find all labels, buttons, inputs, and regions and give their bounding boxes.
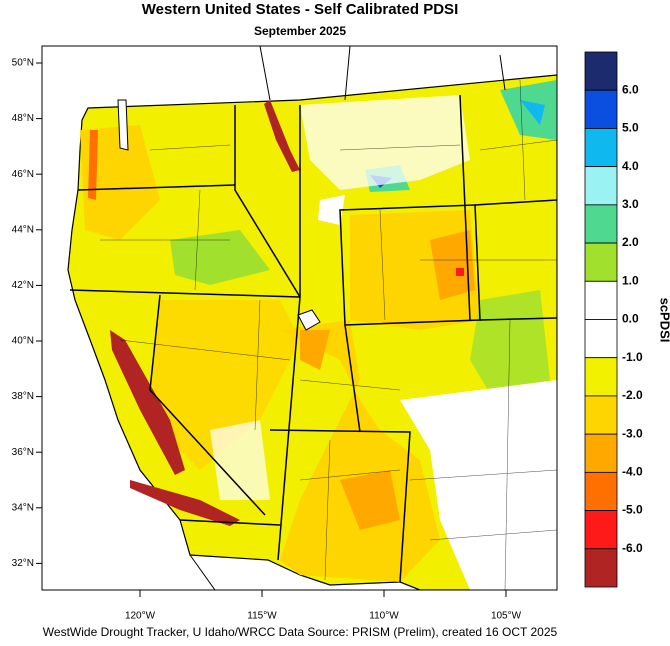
colorbar-label: 2.0 bbox=[622, 235, 639, 249]
map bbox=[42, 46, 557, 590]
title: Western United States - Self Calibrated … bbox=[142, 1, 458, 18]
lat-label: 34°N bbox=[12, 502, 34, 513]
colorbar-label: 4.0 bbox=[622, 159, 639, 173]
lat-label: 36°N bbox=[12, 447, 34, 458]
subtitle: September 2025 bbox=[254, 24, 346, 38]
colorbar-swatch bbox=[584, 395, 618, 435]
colorbar-label: -1.0 bbox=[622, 350, 643, 364]
map-frame bbox=[41, 45, 558, 591]
colorbar-label: -6.0 bbox=[622, 541, 643, 555]
colorbar-swatch bbox=[584, 204, 618, 244]
colorbar-label: -4.0 bbox=[622, 465, 643, 479]
colorbar-swatch bbox=[584, 280, 618, 320]
colorbar-label: -2.0 bbox=[622, 388, 643, 402]
lon-label: 110°W bbox=[369, 611, 399, 622]
colorbar-title: scPDSI bbox=[658, 298, 670, 343]
colorbar-label: 0.0 bbox=[622, 312, 639, 326]
colorbar-label: 5.0 bbox=[622, 121, 639, 135]
colorbar: 6.0 5.0 4.0 3.0 2.0 1.0 0.0 -1.0 -2.0 -3.0 -4.0 -5.… bbox=[584, 51, 643, 588]
lat-label: 46°N bbox=[12, 169, 34, 180]
footer: WestWide Drought Tracker, U Idaho/WRCC D… bbox=[43, 625, 558, 639]
colorbar-label: 1.0 bbox=[622, 273, 639, 287]
colorbar-swatch bbox=[584, 166, 618, 206]
colorbar-swatch bbox=[584, 89, 618, 129]
lat-label: 38°N bbox=[12, 391, 34, 402]
colorbar-swatch bbox=[584, 128, 618, 168]
lat-axis: 50°N 48°N 46°N 44°N 42°N 40°N 38°N 36°N 34°N 32°N bbox=[12, 58, 42, 569]
colorbar-swatch bbox=[584, 357, 618, 397]
lon-axis: 120°W 115°W 110°W 105°W bbox=[125, 590, 522, 622]
lat-label: 50°N bbox=[12, 58, 34, 69]
colorbar-swatch bbox=[584, 319, 618, 359]
colorbar-swatch bbox=[584, 471, 618, 511]
colorbar-swatch bbox=[584, 51, 618, 91]
colorbar-label: -3.0 bbox=[622, 426, 643, 440]
colorbar-label: -5.0 bbox=[622, 503, 643, 517]
colorbar-swatch bbox=[584, 433, 618, 473]
lon-label: 105°W bbox=[491, 611, 522, 622]
colorbar-swatch bbox=[584, 510, 618, 550]
colorbar-label: 3.0 bbox=[622, 197, 639, 211]
lat-label: 32°N bbox=[12, 558, 34, 569]
lat-label: 42°N bbox=[12, 280, 34, 291]
lat-label: 48°N bbox=[12, 113, 34, 124]
colorbar-swatch bbox=[584, 242, 618, 282]
colorbar-swatch bbox=[584, 548, 618, 588]
lon-label: 115°W bbox=[247, 611, 277, 622]
colorbar-label: 6.0 bbox=[622, 82, 639, 96]
lat-label: 40°N bbox=[12, 336, 34, 347]
lat-label: 44°N bbox=[12, 224, 34, 235]
lon-label: 120°W bbox=[125, 611, 156, 622]
